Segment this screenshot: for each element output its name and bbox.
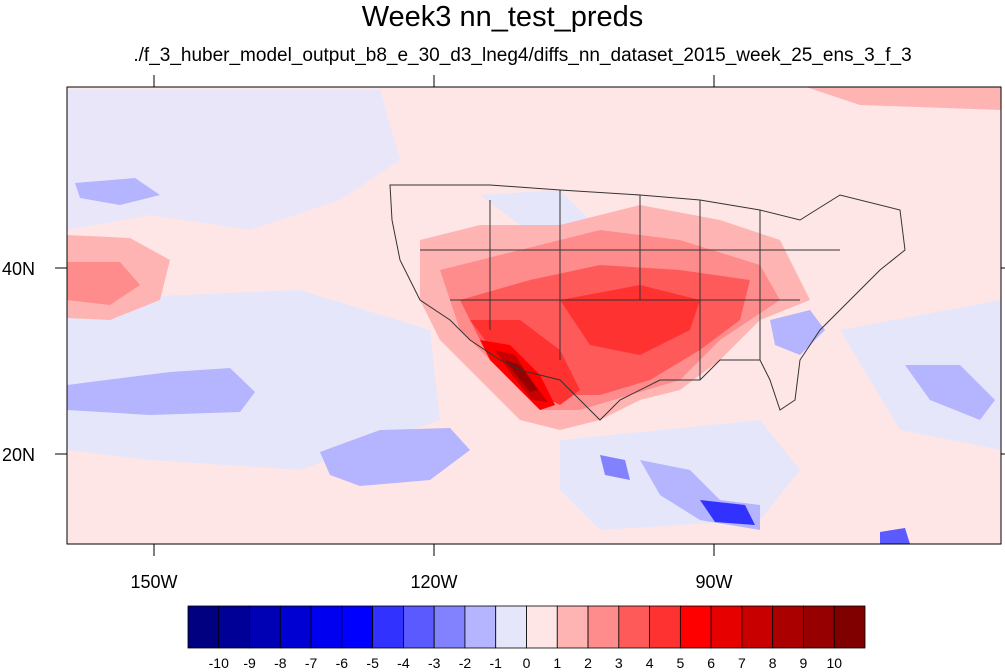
lon-label-120w: 120W <box>410 572 457 592</box>
axis-ticks <box>55 75 1005 556</box>
lon-label-90w: 90W <box>695 572 732 592</box>
colorbar-label: -3 <box>428 655 441 671</box>
lat-label-20n: 20N <box>2 445 35 465</box>
colorbar-label: -10 <box>209 655 229 671</box>
colorbar-label: -5 <box>366 655 379 671</box>
plot-frame <box>66 86 1002 545</box>
colorbar-label: 7 <box>738 655 746 671</box>
colorbar-swatch <box>618 605 650 649</box>
colorbar-swatch <box>556 605 589 649</box>
colorbar-label: 9 <box>800 655 808 671</box>
colorbar-label: 1 <box>553 655 561 671</box>
colorbar-label: 0 <box>523 655 531 671</box>
colorbar-swatch <box>403 605 435 649</box>
us-outline <box>389 184 906 421</box>
colorbar-swatch <box>464 605 497 649</box>
colorbar-label: -7 <box>305 655 318 671</box>
colorbar-label: 10 <box>826 655 842 671</box>
lat-label-40n: 40N <box>2 259 35 279</box>
plot-title: Week3 nn_test_preds <box>361 1 644 33</box>
colorbar-label: -6 <box>336 655 349 671</box>
colorbar-swatch <box>587 605 620 649</box>
colorbar-swatch <box>279 605 312 649</box>
lon-label-150w: 150W <box>130 572 177 592</box>
colorbar-swatch <box>679 605 712 649</box>
colorbar-label: -4 <box>397 655 410 671</box>
colorbar-label: -8 <box>274 655 287 671</box>
colorbar-swatch <box>249 605 281 649</box>
colorbar-swatch <box>649 605 681 649</box>
colorbar-label: -1 <box>490 655 503 671</box>
colorbar-swatch <box>372 605 404 649</box>
colorbar-label: 6 <box>707 655 715 671</box>
colorbar-swatch <box>772 605 804 649</box>
colorbar-label: 4 <box>646 655 654 671</box>
colorbar-label: -2 <box>459 655 472 671</box>
colorbar-swatch <box>833 605 866 649</box>
colorbar-swatch <box>741 605 774 649</box>
colorbar-label: 2 <box>584 655 592 671</box>
colorbar-swatch <box>803 605 835 649</box>
plot-subtitle: ./f_3_huber_model_output_b8_e_30_d3_lneg… <box>133 45 912 66</box>
colorbar-swatch <box>495 605 527 649</box>
colorbar-swatch <box>218 605 250 649</box>
colorbar: -10 -9 -8 -7 -6 -5 -4 -3 -2 -1 0 1 2 3 4 5 6 7 8 9 10 <box>187 605 866 671</box>
colorbar-swatch <box>710 605 743 649</box>
colorbar-label: 8 <box>769 655 777 671</box>
colorbar-swatch <box>310 605 343 649</box>
colorbar-label: -9 <box>243 655 256 671</box>
colorbar-label: 5 <box>676 655 684 671</box>
colorbar-label: 3 <box>615 655 623 671</box>
colorbar-swatch <box>433 605 466 649</box>
colorbar-swatch <box>187 605 220 649</box>
colorbar-swatch <box>341 605 374 649</box>
colorbar-swatch <box>526 605 558 649</box>
field-layer <box>67 87 1001 544</box>
